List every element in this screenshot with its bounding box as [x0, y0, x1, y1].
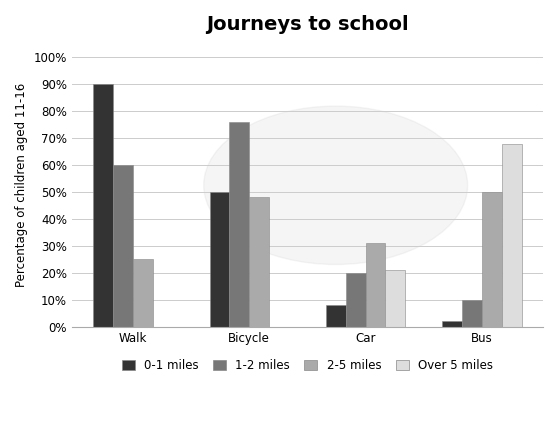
Bar [229, 122, 249, 327]
Bar [326, 305, 346, 327]
Bar [113, 165, 133, 327]
Bar [346, 273, 365, 327]
Bar [133, 259, 152, 327]
Title: Journeys to school: Journeys to school [206, 15, 408, 34]
Bar [462, 300, 482, 327]
Bar [93, 84, 113, 327]
Bar [249, 198, 269, 327]
Bar [442, 321, 462, 327]
Bar [502, 143, 522, 327]
Bar [386, 270, 405, 327]
Bar [210, 192, 229, 327]
Bar [482, 192, 502, 327]
Circle shape [204, 106, 468, 265]
Legend: 0-1 miles, 1-2 miles, 2-5 miles, Over 5 miles: 0-1 miles, 1-2 miles, 2-5 miles, Over 5 … [122, 359, 493, 372]
Y-axis label: Percentage of children aged 11-16: Percentage of children aged 11-16 [15, 83, 28, 288]
Bar [365, 243, 386, 327]
